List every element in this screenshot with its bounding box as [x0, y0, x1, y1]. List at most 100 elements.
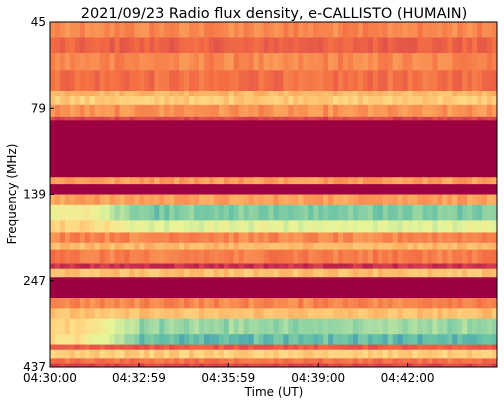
- heatmap-cell: [427, 298, 434, 309]
- heatmap-cell: [149, 298, 155, 309]
- heatmap-cell: [467, 363, 473, 367]
- heatmap-cell: [293, 298, 299, 309]
- y-tick-label: 437: [23, 360, 46, 374]
- heatmap-cell: [109, 298, 116, 309]
- heatmap-cell: [283, 263, 289, 270]
- heatmap-cell: [54, 232, 61, 244]
- heatmap-cell: [154, 91, 160, 97]
- heatmap-cell: [283, 249, 289, 264]
- heatmap-cell: [288, 298, 294, 309]
- heatmap-cell: [377, 349, 384, 359]
- heatmap-cell: [89, 70, 96, 92]
- heatmap-cell: [154, 70, 160, 92]
- heatmap-cell: [288, 277, 294, 299]
- heatmap-cell: [348, 116, 354, 121]
- heatmap-cell: [387, 96, 394, 106]
- heatmap-cell: [472, 349, 478, 359]
- heatmap-cell: [50, 249, 56, 264]
- heatmap-cell: [99, 53, 106, 71]
- heatmap-cell: [333, 358, 339, 364]
- heatmap-cell: [283, 22, 289, 38]
- heatmap-cell: [94, 334, 101, 345]
- heatmap-cell: [412, 344, 419, 351]
- heatmap-cell: [437, 204, 443, 221]
- heatmap-cell: [218, 249, 225, 264]
- heatmap-cell: [124, 268, 131, 278]
- heatmap-cell: [149, 220, 155, 233]
- heatmap-cell: [159, 263, 165, 270]
- heatmap-cell: [184, 53, 190, 71]
- heatmap-cell: [258, 22, 265, 38]
- heatmap-cell: [89, 37, 96, 54]
- heatmap-cell: [114, 232, 121, 244]
- heatmap-cell: [472, 184, 478, 195]
- heatmap-cell: [303, 204, 309, 221]
- heatmap-cell: [348, 91, 354, 97]
- heatmap-cell: [487, 358, 493, 364]
- heatmap-cell: [278, 104, 285, 118]
- heatmap-cell: [308, 363, 314, 367]
- heatmap-cell: [164, 22, 170, 38]
- heatmap-cell: [462, 242, 468, 251]
- heatmap-cell: [278, 268, 285, 278]
- heatmap-cell: [278, 298, 285, 309]
- heatmap-cell: [199, 268, 205, 278]
- heatmap-cell: [203, 116, 210, 121]
- heatmap-cell: [343, 334, 349, 345]
- heatmap-cell: [457, 298, 463, 309]
- heatmap-cell: [268, 120, 275, 178]
- heatmap-cell: [432, 70, 438, 92]
- heatmap-cell: [64, 96, 71, 106]
- heatmap-cell: [74, 363, 81, 367]
- heatmap-cell: [432, 96, 438, 106]
- heatmap-cell: [194, 37, 200, 54]
- heatmap-cell: [402, 116, 409, 121]
- heatmap-cell: [482, 116, 488, 121]
- heatmap-cell: [134, 242, 140, 251]
- heatmap-cell: [303, 277, 309, 299]
- heatmap-cell: [288, 22, 294, 38]
- heatmap-cell: [233, 184, 240, 195]
- heatmap-cell: [492, 177, 497, 185]
- heatmap-cell: [362, 308, 369, 320]
- heatmap-cell: [397, 263, 404, 270]
- heatmap-cell: [288, 37, 294, 54]
- heatmap-cell: [184, 194, 190, 206]
- heatmap-cell: [69, 53, 76, 71]
- heatmap-cell: [213, 220, 220, 233]
- heatmap-cell: [258, 263, 265, 270]
- heatmap-cell: [492, 37, 497, 54]
- heatmap-cell: [64, 334, 71, 345]
- heatmap-cell: [144, 116, 150, 121]
- heatmap-cell: [238, 22, 245, 38]
- heatmap-cell: [203, 104, 210, 118]
- heatmap-cell: [293, 204, 299, 221]
- heatmap-cell: [402, 194, 409, 206]
- heatmap-cell: [228, 53, 235, 71]
- heatmap-cell: [422, 204, 429, 221]
- heatmap-cell: [377, 53, 384, 71]
- heatmap-cell: [278, 37, 285, 54]
- heatmap-cell: [452, 334, 458, 345]
- heatmap-cell: [303, 37, 309, 54]
- heatmap-cell: [283, 120, 289, 178]
- heatmap-cell: [402, 242, 409, 251]
- heatmap-cell: [69, 344, 76, 351]
- heatmap-cell: [417, 358, 424, 364]
- heatmap-cell: [268, 104, 275, 118]
- heatmap-cell: [298, 242, 304, 251]
- heatmap-cell: [452, 184, 458, 195]
- heatmap-cell: [233, 91, 240, 97]
- heatmap-cell: [298, 96, 304, 106]
- heatmap-cell: [432, 232, 438, 244]
- heatmap-cell: [392, 116, 399, 121]
- heatmap-cell: [169, 277, 175, 299]
- heatmap-cell: [323, 349, 329, 359]
- heatmap-cell: [437, 268, 443, 278]
- heatmap-cell: [169, 349, 175, 359]
- heatmap-cell: [467, 277, 473, 299]
- heatmap-cell: [233, 37, 240, 54]
- heatmap-cell: [402, 263, 409, 270]
- heatmap-cell: [442, 344, 448, 351]
- heatmap-cell: [233, 358, 240, 364]
